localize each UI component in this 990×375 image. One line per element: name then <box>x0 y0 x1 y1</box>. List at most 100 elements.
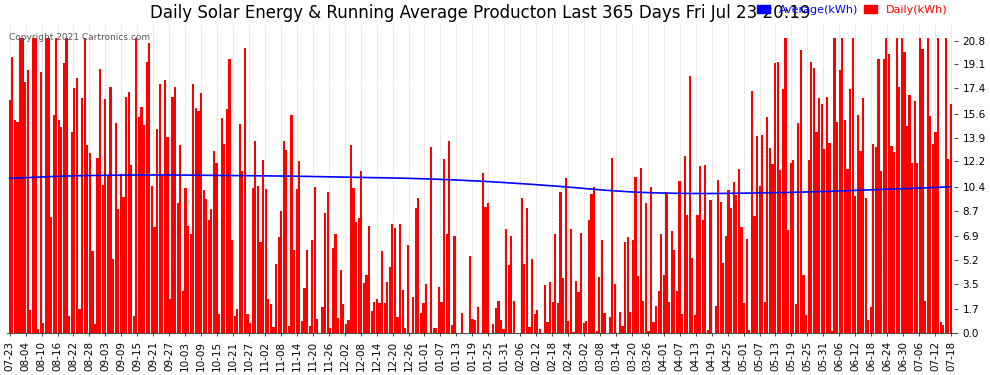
Bar <box>469 256 471 333</box>
Bar <box>316 319 319 333</box>
Bar <box>218 314 220 333</box>
Bar <box>495 308 497 333</box>
Bar <box>138 117 140 333</box>
Bar <box>365 275 367 333</box>
Bar <box>603 313 606 333</box>
Bar <box>588 220 590 333</box>
Bar <box>476 307 479 333</box>
Bar <box>81 98 83 333</box>
Bar <box>771 164 773 333</box>
Bar <box>797 123 800 333</box>
Bar <box>652 322 654 333</box>
Bar <box>425 285 427 333</box>
Bar <box>813 68 815 333</box>
Bar <box>301 321 303 333</box>
Bar <box>355 222 357 333</box>
Bar <box>906 126 908 333</box>
Bar <box>562 278 564 333</box>
Bar <box>391 224 393 333</box>
Bar <box>888 54 890 333</box>
Bar <box>187 226 189 333</box>
Bar <box>877 59 880 333</box>
Bar <box>880 171 882 333</box>
Bar <box>837 122 839 333</box>
Bar <box>766 117 768 333</box>
Bar <box>867 320 869 333</box>
Bar <box>694 315 696 333</box>
Bar <box>386 282 388 333</box>
Bar <box>125 97 127 333</box>
Bar <box>898 87 900 333</box>
Bar <box>730 208 733 333</box>
Bar <box>914 101 916 333</box>
Bar <box>849 88 851 333</box>
Bar <box>378 303 380 333</box>
Bar <box>221 118 223 333</box>
Bar <box>932 144 934 333</box>
Bar <box>627 237 629 333</box>
Bar <box>537 310 539 333</box>
Bar <box>288 326 290 333</box>
Bar <box>360 171 362 333</box>
Bar <box>420 313 422 333</box>
Bar <box>750 91 753 333</box>
Bar <box>649 187 652 333</box>
Bar <box>643 301 644 333</box>
Bar <box>696 215 699 333</box>
Bar <box>229 59 231 333</box>
Bar <box>110 87 112 333</box>
Bar <box>774 63 776 333</box>
Bar <box>492 324 494 333</box>
Bar <box>839 70 841 333</box>
Bar <box>763 302 766 333</box>
Bar <box>22 38 24 333</box>
Bar <box>534 314 536 333</box>
Bar <box>60 127 62 333</box>
Bar <box>673 250 675 333</box>
Bar <box>911 162 914 333</box>
Bar <box>890 147 893 333</box>
Bar <box>112 259 114 333</box>
Bar <box>919 38 921 333</box>
Bar <box>531 259 534 333</box>
Bar <box>446 234 447 333</box>
Bar <box>161 175 163 333</box>
Bar <box>324 213 327 333</box>
Bar <box>611 158 613 333</box>
Bar <box>792 160 794 333</box>
Bar <box>340 270 342 333</box>
Bar <box>805 315 807 333</box>
Bar <box>399 224 401 333</box>
Bar <box>736 195 738 333</box>
Bar <box>256 186 259 333</box>
Bar <box>153 227 155 333</box>
Bar <box>433 328 435 333</box>
Bar <box>544 285 546 333</box>
Bar <box>668 302 670 333</box>
Bar <box>917 163 919 333</box>
Bar <box>681 315 683 333</box>
Bar <box>640 168 642 333</box>
Bar <box>702 220 704 333</box>
Bar <box>745 239 747 333</box>
Bar <box>264 189 266 333</box>
Bar <box>647 332 649 333</box>
Bar <box>834 38 836 333</box>
Bar <box>76 78 78 333</box>
Bar <box>944 38 946 333</box>
Bar <box>156 129 158 333</box>
Bar <box>585 321 587 333</box>
Bar <box>73 88 75 333</box>
Bar <box>290 115 293 333</box>
Bar <box>158 84 160 333</box>
Bar <box>115 123 117 333</box>
Bar <box>381 251 383 333</box>
Bar <box>691 258 693 333</box>
Bar <box>303 288 306 333</box>
Bar <box>130 165 133 333</box>
Bar <box>293 250 295 333</box>
Bar <box>309 326 311 333</box>
Bar <box>205 199 207 333</box>
Bar <box>368 226 370 333</box>
Bar <box>174 87 176 333</box>
